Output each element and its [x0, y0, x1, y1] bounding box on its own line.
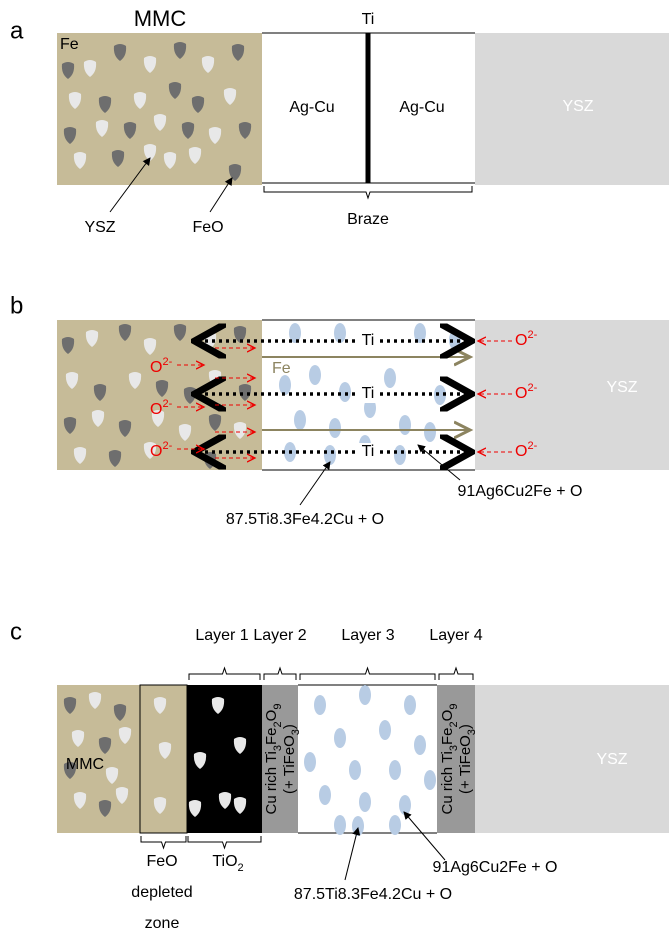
alloy-particle: [399, 795, 411, 815]
mmc-block: [57, 33, 262, 185]
alloy-particle: [359, 685, 371, 705]
panel-b: b YSZ Fe TiTiTi O2-O2-O2-O2-O2-O2- 87.5T…: [10, 292, 669, 528]
text-part: O: [150, 443, 162, 460]
mmc-label: MMC: [134, 6, 187, 31]
layer-label: Layer 1: [195, 627, 248, 644]
zone-label: zone: [145, 915, 180, 932]
mmc-label: MMC: [66, 756, 104, 773]
text-part: O: [150, 401, 162, 418]
brace: [439, 668, 473, 680]
brace: [264, 668, 296, 680]
panel-label: b: [10, 292, 23, 319]
text-part: Cu rich Ti: [439, 751, 456, 814]
ysz-label: YSZ: [562, 98, 593, 115]
panel-c: c MMC YSZ Layer 1 Layer 2 Layer 3 Layer 4 C…: [10, 618, 669, 932]
ysz-particle-label: YSZ: [84, 219, 115, 236]
alloy-particle: [424, 422, 436, 442]
tio2-label: TiO2: [212, 853, 243, 874]
text-part: Cu rich Ti: [263, 751, 280, 814]
fe-label: Fe: [272, 360, 291, 377]
alloy-particle: [334, 815, 346, 835]
alloy-particle: [404, 695, 416, 715]
agcu-label: Ag-Cu: [289, 99, 334, 116]
text-part: 2-: [527, 382, 537, 394]
alloy-particle: [329, 418, 341, 438]
text-part: O: [439, 710, 456, 722]
text-part: O: [150, 359, 162, 376]
text-part: Fe: [263, 727, 280, 745]
ysz-block: [475, 685, 669, 833]
diagram: a MMC Fe Ti Ag-Cu Ag-Cu YSZ Braze YSZ Fe…: [0, 0, 669, 942]
brace: [300, 668, 435, 680]
text-part: 2-: [162, 398, 172, 410]
phase-label: 91Ag6Cu2Fe + O: [458, 483, 583, 500]
text-part: O: [515, 385, 527, 402]
alloy-particle: [389, 815, 401, 835]
brace: [264, 186, 472, 198]
fe-label: Fe: [60, 36, 79, 53]
zone-label: FeO: [146, 853, 177, 870]
alloy-particle: [294, 410, 306, 430]
text-part: O: [515, 332, 527, 349]
ti-label: Ti: [362, 11, 375, 28]
alloy-particle: [279, 375, 291, 395]
ysz-block: [475, 320, 669, 470]
phase-label: 87.5Ti8.3Fe4.2Cu + O: [294, 886, 452, 903]
alloy-particle: [334, 728, 346, 748]
braze-label: Braze: [347, 211, 389, 228]
brace: [141, 836, 186, 848]
alloy-particle: [379, 720, 391, 740]
alloy-particle: [389, 760, 401, 780]
layer-label: Layer 2: [253, 627, 306, 644]
ti-label: Ti: [362, 385, 375, 402]
panel-a: a MMC Fe Ti Ag-Cu Ag-Cu YSZ Braze YSZ Fe…: [10, 6, 669, 236]
text-part: 2-: [162, 356, 172, 368]
alloy-particle: [309, 365, 321, 385]
panel-label: c: [10, 618, 22, 645]
brace: [188, 836, 261, 848]
agcu-label: Ag-Cu: [399, 99, 444, 116]
text-part: TiO: [212, 853, 237, 870]
arrow: [300, 462, 330, 505]
text-part: (+ TiFeO: [457, 735, 474, 794]
brace: [189, 668, 260, 680]
phase-label: 91Ag6Cu2Fe + O: [433, 859, 558, 876]
ti-label: Ti: [362, 332, 375, 349]
alloy-particle: [384, 368, 396, 388]
text-part: ): [281, 724, 298, 729]
text-part: 9: [448, 704, 460, 710]
text-part: 2-: [162, 440, 172, 452]
alloy-particle: [352, 816, 364, 836]
text-part: O: [263, 710, 280, 722]
text-part: Fe: [439, 727, 456, 745]
zone-label: depleted: [131, 884, 192, 901]
alloy-particle: [319, 785, 331, 805]
text-part: O: [515, 443, 527, 460]
text-part: 2-: [527, 440, 537, 452]
alloy-particle: [394, 445, 406, 465]
alloy-particle: [304, 752, 316, 772]
text-part: 9: [272, 704, 284, 710]
ysz-label: YSZ: [606, 379, 637, 396]
ti-label: Ti: [362, 443, 375, 460]
phase-label: 87.5Ti8.3Fe4.2Cu + O: [226, 511, 384, 528]
text-part: (+ TiFeO: [281, 735, 298, 794]
layer-label: Layer 3: [341, 627, 394, 644]
panel-label: a: [10, 17, 24, 44]
arrow: [345, 828, 358, 880]
text-part: 2-: [527, 329, 537, 341]
alloy-particle: [314, 695, 326, 715]
ysz-label: YSZ: [596, 751, 627, 768]
alloy-particle: [359, 792, 371, 812]
alloy-particle: [414, 735, 426, 755]
text-part: 2: [238, 862, 244, 874]
text-part: ): [457, 724, 474, 729]
alloy-particle: [399, 415, 411, 435]
alloy-particle: [424, 770, 436, 790]
layer-label: Layer 4: [429, 627, 482, 644]
alloy-particle: [349, 760, 361, 780]
feo-particle-label: FeO: [192, 219, 223, 236]
alloy-particle: [339, 382, 351, 402]
